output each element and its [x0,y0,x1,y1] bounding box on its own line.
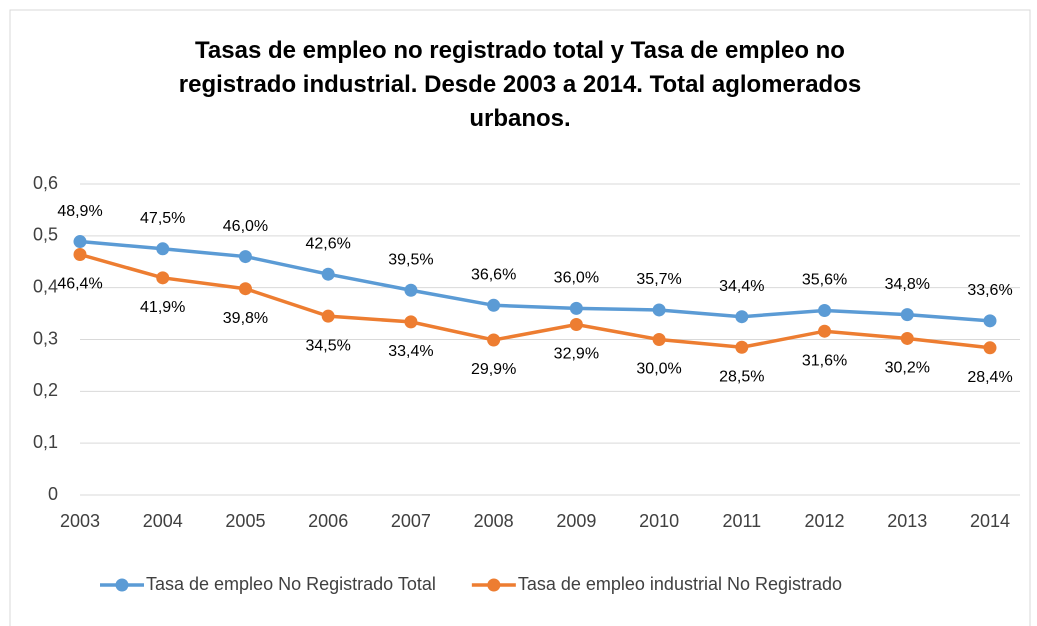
x-tick-label: 2007 [391,511,431,531]
data-label: 42,6% [305,235,350,252]
y-tick-label: 0,1 [33,432,58,452]
data-label: 34,5% [305,337,350,354]
y-tick-label: 0,5 [33,225,58,245]
data-label: 47,5% [140,210,185,227]
series-line [79,239,991,323]
data-label: 46,4% [57,276,102,293]
series-line [79,252,991,350]
point [404,315,418,329]
point [487,333,501,347]
data-label: 29,9% [471,361,516,378]
y-tick-label: 0,2 [33,380,58,400]
data-label: 35,7% [636,271,681,288]
point [818,324,832,338]
data-label: 46,0% [223,218,268,235]
x-tick-label: 2009 [556,511,596,531]
point [983,341,997,355]
point [156,271,170,285]
point [73,247,87,261]
point [900,308,914,322]
y-tick-label: 0,6 [33,173,58,193]
data-label: 39,5% [388,251,433,268]
data-label: 35,6% [802,272,847,289]
point [238,250,252,264]
point [321,309,335,323]
x-tick-label: 2004 [143,511,183,531]
data-label: 30,0% [636,361,681,378]
x-tick-label: 2008 [474,511,514,531]
legend-label: Tasa de empleo No Registrado Total [146,574,436,594]
x-tick-label: 2005 [225,511,265,531]
y-tick-label: 0,3 [33,328,58,348]
data-label: 36,6% [471,267,516,284]
y-tick-label: 0 [48,484,58,504]
point [238,282,252,296]
data-label: 34,4% [719,278,764,295]
point [652,333,666,346]
legend-label: Tasa de empleo industrial No Registrado [518,574,842,594]
x-tick-label: 2003 [60,511,100,531]
data-label: 28,5% [719,368,764,385]
legend-marker [487,578,501,592]
data-label: 36,0% [554,270,599,287]
x-tick-label: 2010 [639,511,679,531]
y-tick-label: 0,4 [33,276,58,296]
data-label: 48,9% [57,203,102,220]
data-label: 39,8% [223,310,268,327]
chart-title: Tasas de empleo no registrado total y Ta… [178,37,862,132]
data-label: 33,6% [967,282,1012,299]
point [73,235,87,249]
data-label: 34,8% [885,276,930,293]
point [569,301,583,315]
point [652,303,666,317]
data-label: 41,9% [140,299,185,316]
frame [9,9,1031,626]
x-tick-label: 2006 [308,511,348,531]
data-label: 30,2% [885,360,930,377]
point [735,340,749,354]
point [321,267,335,281]
point [404,283,418,297]
data-label: 32,9% [554,346,599,363]
point [487,298,501,312]
data-label: 28,4% [967,369,1012,386]
x-tick-label: 2014 [970,511,1010,531]
legend-marker [115,578,129,592]
data-label: 33,4% [388,343,433,360]
point [983,314,997,328]
point [818,303,832,317]
x-tick-label: 2012 [805,511,845,531]
point [735,310,749,324]
x-tick-label: 2013 [887,511,927,531]
point [569,317,583,331]
x-tick-label: 2011 [722,511,761,531]
point [900,331,914,345]
point [156,242,170,256]
data-label: 31,6% [802,352,847,369]
